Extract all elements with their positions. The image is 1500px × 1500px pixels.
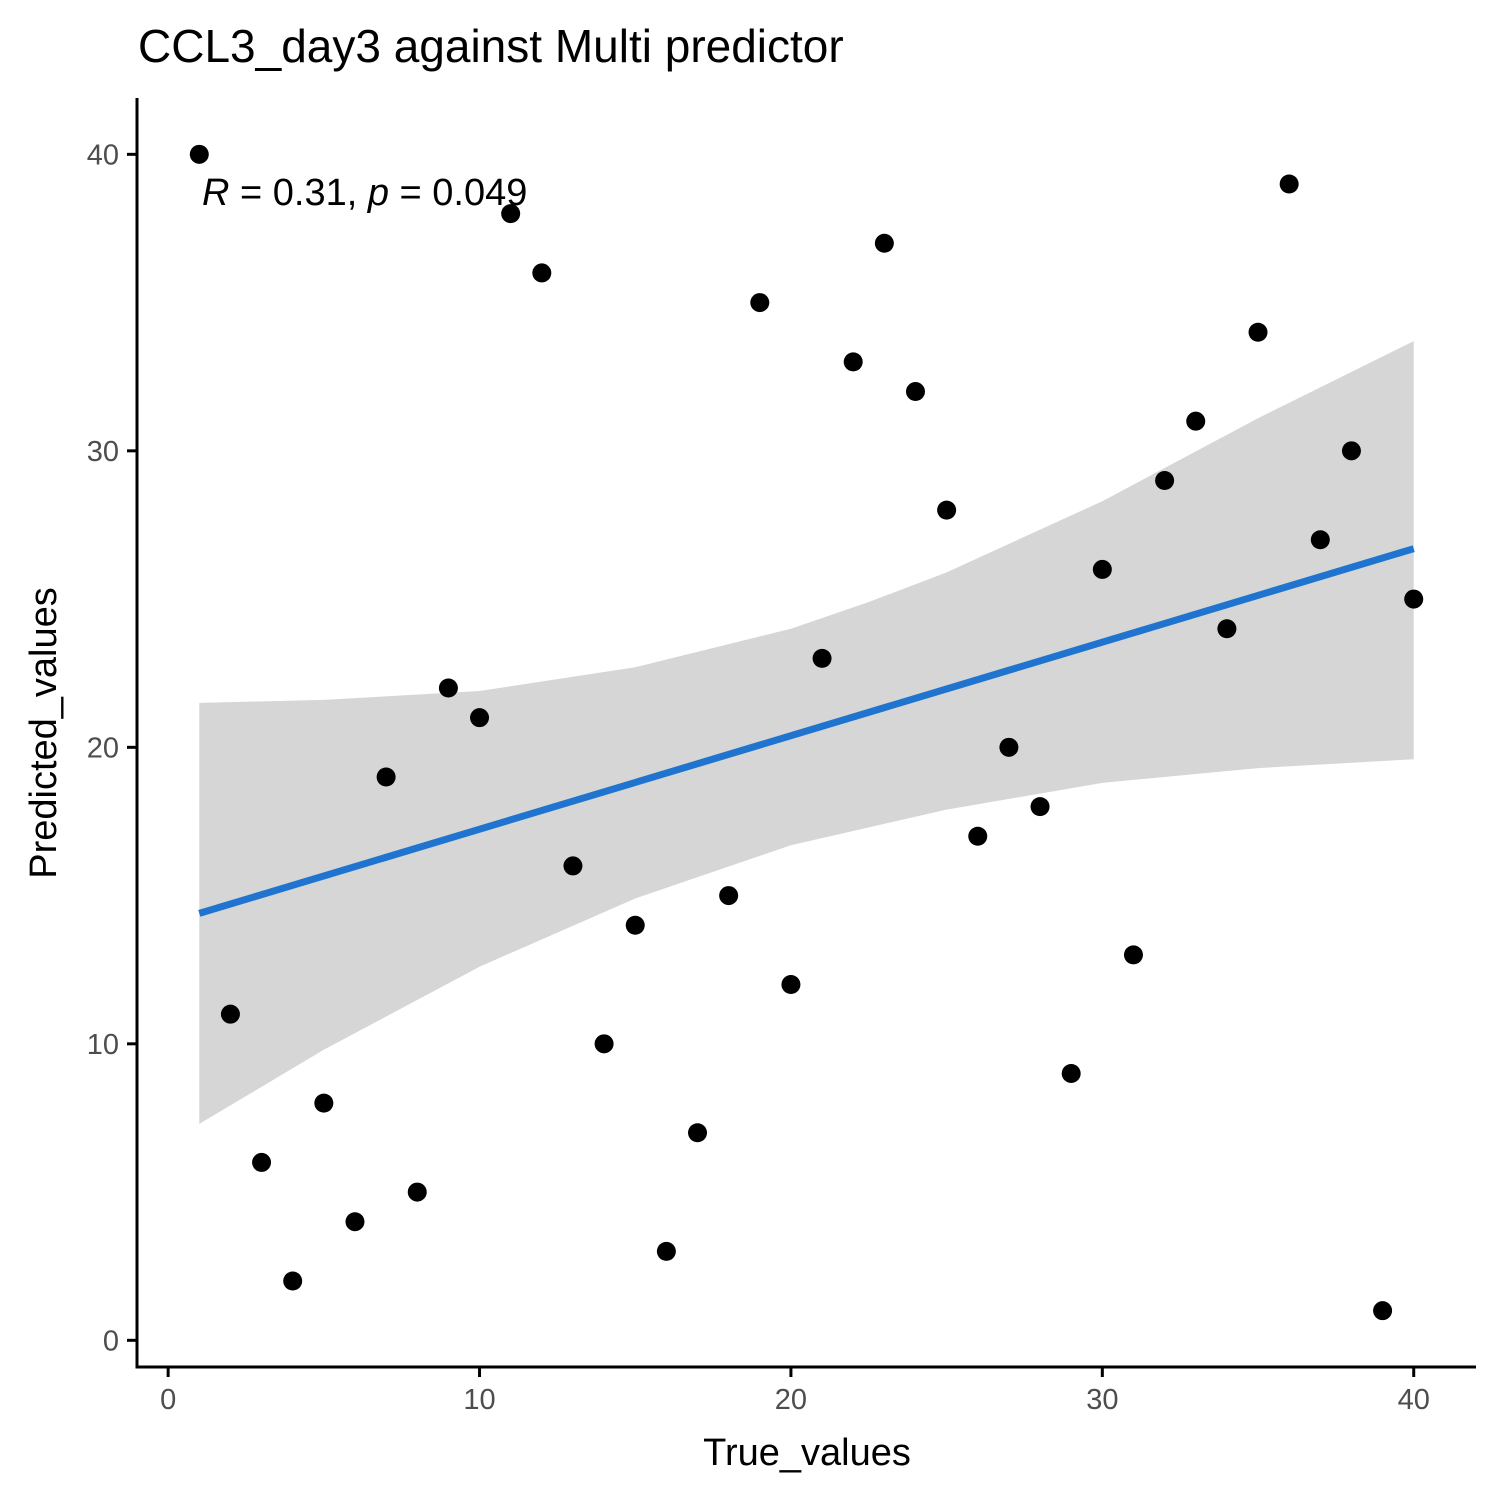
- data-point: [438, 678, 458, 698]
- data-point: [1279, 174, 1299, 194]
- data-point: [750, 293, 770, 313]
- data-point: [688, 1123, 708, 1143]
- data-point: [1092, 559, 1112, 579]
- data-point: [1373, 1301, 1393, 1321]
- data-point: [874, 233, 894, 253]
- data-point: [1123, 945, 1143, 965]
- data-point: [283, 1271, 303, 1291]
- data-point: [1155, 470, 1175, 490]
- data-point: [220, 1004, 240, 1024]
- data-point: [1341, 441, 1361, 461]
- data-point: [1248, 322, 1268, 342]
- data-point: [812, 648, 832, 668]
- data-point: [407, 1182, 427, 1202]
- y-tick-label: 40: [87, 139, 119, 171]
- data-point: [843, 352, 863, 372]
- data-point: [1186, 411, 1206, 431]
- data-point: [1310, 530, 1330, 550]
- x-tick-label: 0: [160, 1384, 176, 1416]
- p-symbol: p: [367, 172, 389, 214]
- regression-line: [198, 545, 1415, 917]
- regression-line-layer: [198, 545, 1415, 917]
- y-tick-label: 0: [103, 1325, 119, 1357]
- y-axis-title: Predicted_values: [23, 587, 65, 879]
- axes-layer: 0 10 20 30 40 0 10 20 30 40: [87, 98, 1476, 1416]
- data-point: [376, 767, 396, 787]
- data-point: [999, 737, 1019, 757]
- correlation-annotation: R = 0.31, p = 0.049: [202, 172, 527, 214]
- data-points-layer: [189, 144, 1424, 1321]
- data-point: [625, 915, 645, 935]
- data-point: [563, 856, 583, 876]
- data-point: [1404, 589, 1424, 609]
- x-tick-label: 40: [1398, 1384, 1430, 1416]
- data-point: [314, 1093, 334, 1113]
- r-symbol: R: [202, 172, 229, 214]
- data-point: [905, 382, 925, 402]
- data-point: [656, 1241, 676, 1261]
- data-point: [781, 975, 801, 995]
- chart-title: CCL3_day3 against Multi predictor: [138, 20, 844, 72]
- data-point: [532, 263, 552, 283]
- data-point: [252, 1152, 272, 1172]
- data-point: [1217, 619, 1237, 639]
- x-axis-title: True_values: [703, 1432, 911, 1474]
- data-point: [345, 1212, 365, 1232]
- x-tick-label: 30: [1086, 1384, 1118, 1416]
- data-point: [470, 708, 490, 728]
- data-point: [501, 204, 521, 224]
- y-tick-label: 10: [87, 1029, 119, 1061]
- data-point: [1061, 1063, 1081, 1083]
- x-tick-label: 20: [775, 1384, 807, 1416]
- p-value: = 0.049: [389, 172, 527, 214]
- data-point: [968, 826, 988, 846]
- data-point: [189, 144, 209, 164]
- r-value: = 0.31,: [229, 172, 367, 214]
- data-point: [937, 500, 957, 520]
- data-point: [594, 1034, 614, 1054]
- x-tick-label: 10: [463, 1384, 495, 1416]
- data-point: [719, 886, 739, 906]
- data-point: [1030, 797, 1050, 817]
- y-tick-label: 30: [87, 436, 119, 468]
- y-tick-label: 20: [87, 732, 119, 764]
